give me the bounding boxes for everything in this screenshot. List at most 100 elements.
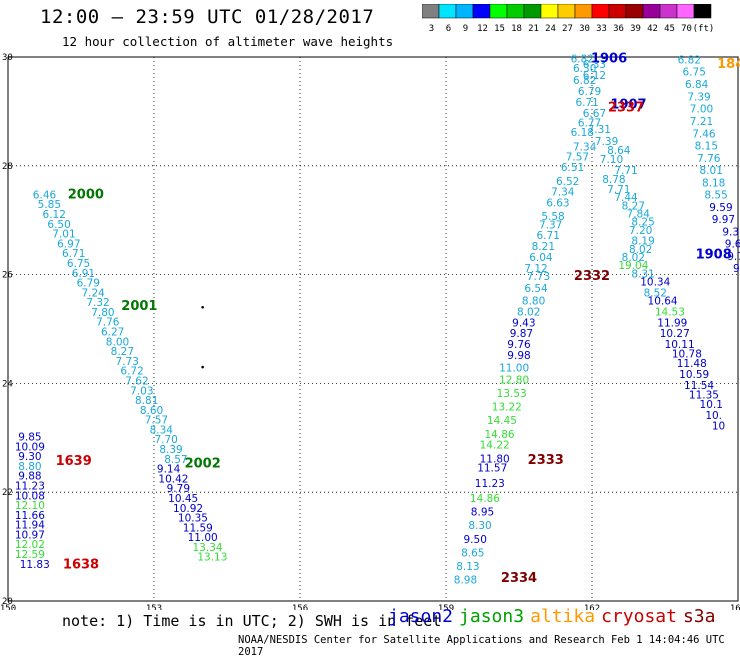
wave-height-value: 7.34 — [573, 142, 597, 154]
wave-height-value: 6.18 — [571, 127, 594, 139]
wave-height-value: 8.19 — [631, 236, 654, 248]
track-time-label: 1908 — [696, 247, 732, 262]
y-tick-label: 20 — [2, 597, 13, 607]
wave-height-value: 9.98 — [507, 350, 530, 362]
observation-dot — [201, 305, 204, 309]
wave-height-value: 7.80 — [91, 307, 114, 319]
wave-height-value: 8.78 — [602, 174, 625, 186]
track-time-label: 1639 — [56, 454, 92, 469]
track-time-label: 2334 — [501, 571, 537, 586]
wave-height-value: 6.72 — [120, 366, 143, 378]
track-time-label: 2001 — [121, 299, 157, 314]
y-tick-label: 22 — [2, 488, 13, 498]
wave-height-value: 8.64 — [607, 145, 631, 157]
wave-height-value: 11.54 — [684, 380, 714, 392]
wave-height-value: 6.77 — [578, 118, 601, 130]
wave-height-value: 6.33 — [583, 59, 606, 71]
wave-height-value: 7.20 — [629, 225, 652, 237]
wave-height-value: 11.00 — [499, 362, 529, 374]
wave-height-value: 6.46 — [33, 189, 57, 201]
wave-height-value: 11.23 — [15, 480, 45, 492]
wave-height-value: 6.12 — [43, 209, 66, 221]
track-time-label: 1638 — [63, 557, 99, 572]
wave-height-value: 6.67 — [583, 108, 606, 120]
wave-height-value: 10.11 — [665, 339, 695, 351]
wave-height-value: 12.10 — [15, 500, 45, 512]
wave-height-value: 7.31 — [588, 124, 611, 136]
color-swatch — [693, 4, 712, 19]
wave-height-value: 10. — [705, 410, 722, 422]
wave-height-value: 11.00 — [188, 532, 218, 544]
wave-height-value: 9.7 — [727, 251, 740, 263]
wave-height-value: 6.71 — [62, 248, 85, 260]
track-time-label: 2337 — [608, 100, 644, 115]
wave-height-value: 6.79 — [77, 278, 100, 290]
wave-height-value: 5.85 — [38, 199, 61, 211]
y-tick-label: 28 — [2, 162, 13, 172]
wave-height-value: 11.83 — [20, 559, 50, 571]
wave-height-value: 6.91 — [72, 268, 95, 280]
wave-height-value: 7.10 — [600, 154, 623, 166]
wave-height-value: 10.27 — [660, 328, 690, 340]
color-scale-label: 12 — [477, 24, 488, 34]
legend-item-altika: altika — [530, 606, 596, 627]
x-tick-label: 156 — [292, 604, 308, 610]
wave-height-value: 9. — [733, 263, 740, 275]
x-tick-label: 165 — [730, 604, 740, 610]
color-scale-label: 27 — [562, 24, 573, 34]
wave-height-value: 9.43 — [512, 317, 535, 329]
wave-height-value: 8.65 — [461, 547, 484, 559]
wave-height-value: 11.94 — [15, 520, 45, 532]
chart-title: 12:00 – 23:59 UTC 01/28/2017 — [40, 6, 375, 28]
wave-height-value: 8.02 — [622, 252, 645, 264]
wave-height-value: 7.32 — [86, 297, 109, 309]
wave-height-value: 7.71 — [607, 184, 630, 196]
y-tick-label: 24 — [2, 379, 13, 389]
wave-height-value: 14.45 — [487, 415, 517, 427]
wave-height-plot: 1501531561591621652022242628306.465.856.… — [0, 51, 740, 610]
wave-height-value: 6.71 — [575, 97, 598, 109]
wave-height-value: 8.15 — [695, 140, 718, 152]
wave-height-value: 7.76 — [96, 317, 120, 329]
wave-height-value: 8.00 — [106, 336, 129, 348]
wave-height-value: 7.24 — [81, 287, 105, 299]
units-note: note: 1) Time is in UTC; 2) SWH is in fe… — [62, 612, 442, 630]
wave-height-value: 6.82 — [678, 55, 701, 67]
wave-height-value: 8.39 — [159, 444, 182, 456]
wave-height-value: 10.35 — [178, 513, 208, 525]
wave-height-value: 7.39 — [687, 92, 710, 104]
wave-height-value: 10.1 — [700, 399, 723, 411]
wave-height-value: 10.45 — [168, 493, 198, 505]
wave-height-value: 12.59 — [15, 549, 45, 561]
wave-height-value: 8.52 — [644, 287, 667, 299]
track-time-label: 2000 — [68, 187, 104, 202]
wave-height-value: 5.58 — [541, 211, 564, 223]
wave-height-value: 7.46 — [692, 129, 716, 141]
wave-height-value: 7.70 — [154, 434, 177, 446]
wave-height-value: 8.13 — [456, 561, 479, 573]
wave-height-value: 6.63 — [546, 198, 569, 210]
track-time-label: 184 — [717, 57, 740, 72]
wave-height-value: 11.57 — [477, 463, 507, 475]
x-tick-label: 153 — [146, 604, 162, 610]
track-time-label: 2332 — [574, 269, 610, 284]
wave-height-value: 6.12 — [583, 70, 606, 82]
wave-height-value: 7.34 — [551, 187, 575, 199]
wave-height-value: 10.92 — [173, 503, 203, 515]
wave-height-value: 7.76 — [697, 153, 721, 165]
color-scale-label: (ft) — [693, 24, 715, 34]
wave-height-value: 10.42 — [158, 473, 188, 485]
wave-height-value: 7.57 — [145, 415, 168, 427]
color-scale-label: 33 — [596, 24, 607, 34]
wave-height-value: 9.14 — [157, 464, 181, 476]
wave-height-value: 9.30 — [18, 451, 41, 463]
wave-height-value: 6.50 — [47, 219, 70, 231]
wave-height-value: 9.87 — [510, 328, 533, 340]
wave-height-value: 9.76 — [507, 339, 531, 351]
wave-height-value: 13.34 — [193, 542, 223, 554]
wave-height-value: 19.04 — [618, 260, 648, 272]
wave-height-value: 10.08 — [15, 490, 45, 502]
wave-height-value: 9.3 — [722, 226, 739, 238]
wave-height-value: 11.23 — [475, 478, 505, 490]
wave-height-value: 7.37 — [539, 219, 562, 231]
